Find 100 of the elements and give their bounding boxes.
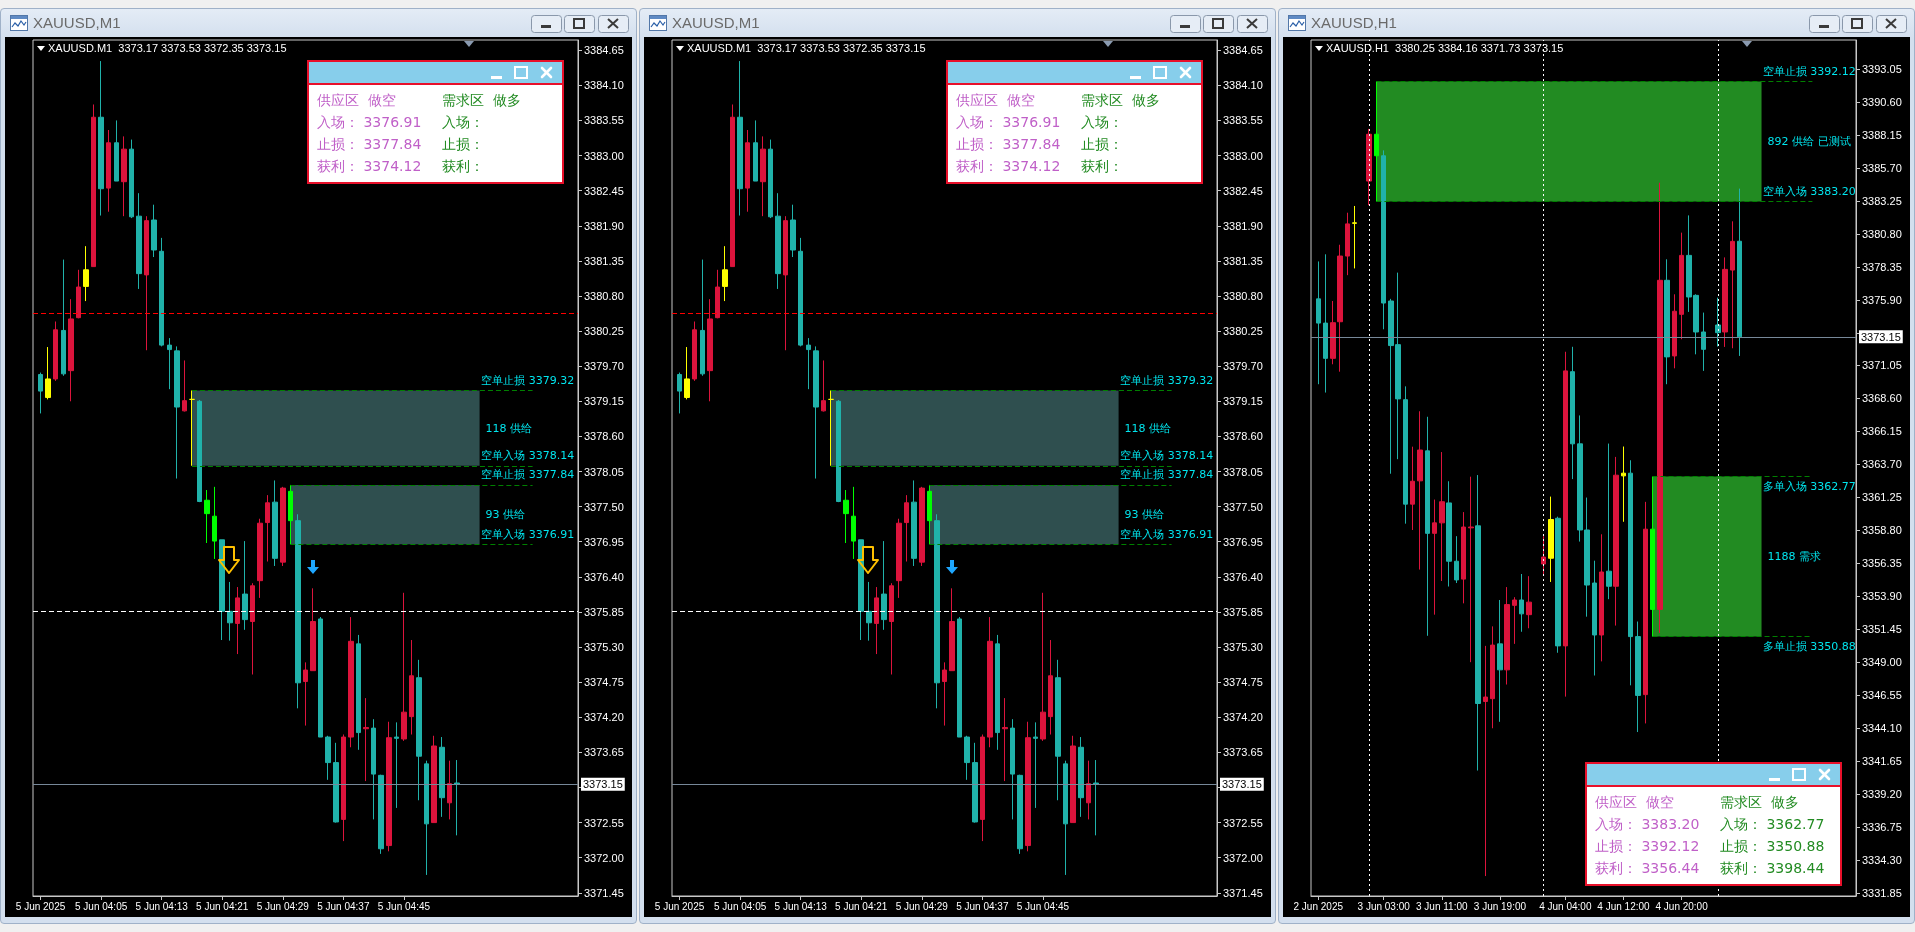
candlestick <box>1055 659 1061 801</box>
candlestick <box>1512 596 1517 645</box>
candlestick <box>1316 260 1321 385</box>
y-tick-label: 3341.65 <box>1862 754 1902 767</box>
candlestick <box>1548 496 1554 583</box>
y-tick-label: 3368.60 <box>1862 392 1902 405</box>
candlestick <box>159 237 164 347</box>
candlestick <box>692 321 697 382</box>
candlestick <box>439 736 445 818</box>
y-tick-label: 3377.50 <box>1223 500 1263 513</box>
candlestick <box>798 237 803 347</box>
candlestick <box>775 192 781 290</box>
y-tick-label: 3378.60 <box>1223 430 1263 443</box>
candlestick <box>927 484 932 545</box>
x-tick-label: 4 Jun 20:00 <box>1655 900 1709 912</box>
x-tick-label: 5 Jun 04:13 <box>135 900 189 912</box>
y-tick-label: 3382.45 <box>1223 184 1263 197</box>
candlestick <box>790 204 796 258</box>
y-tick-label: 3379.15 <box>1223 395 1263 408</box>
candlestick <box>866 581 872 642</box>
candlestick <box>1701 312 1706 372</box>
x-tick-label: 4 Jun 12:00 <box>1597 900 1651 912</box>
candlestick <box>394 721 399 809</box>
candlestick <box>1664 258 1670 385</box>
candlestick <box>424 760 429 876</box>
candlestick <box>318 616 323 738</box>
x-tick-label: 5 Jun 04:29 <box>256 900 310 912</box>
candlestick <box>995 634 1000 751</box>
y-tick-label: 3380.80 <box>1223 289 1263 302</box>
y-tick-label: 3339.20 <box>1862 787 1902 800</box>
x-tick-label: 5 Jun 04:45 <box>1016 900 1070 912</box>
y-tick-label: 3336.75 <box>1862 820 1902 833</box>
candlestick <box>1737 188 1742 357</box>
annotation: 入场： <box>442 114 484 131</box>
y-tick-label: 3379.15 <box>584 395 624 408</box>
candlestick <box>934 513 940 709</box>
candlestick <box>1628 459 1633 686</box>
candlestick <box>1672 293 1677 369</box>
candlestick <box>363 697 369 782</box>
candlestick <box>53 321 58 382</box>
y-tick-label: 3378.05 <box>584 465 624 478</box>
x-tick-label: 5 Jun 2025 <box>654 900 705 912</box>
x-tick-label: 5 Jun 04:13 <box>774 900 828 912</box>
candlestick <box>1330 300 1336 365</box>
candlestick <box>371 718 376 820</box>
y-tick-label: 3375.30 <box>584 641 624 654</box>
candlestick <box>1417 410 1423 571</box>
candlestick <box>295 513 301 709</box>
y-tick-label: 3374.20 <box>584 711 624 724</box>
candlestick <box>1570 346 1575 480</box>
y-tick-label: 3385.70 <box>1862 161 1902 174</box>
x-tick-label: 5 Jun 04:37 <box>956 900 1009 912</box>
annotation: 供应区 做空 <box>317 92 396 109</box>
candlestick <box>386 721 392 852</box>
candlestick <box>919 486 925 567</box>
annotation: 获利： <box>442 158 484 175</box>
y-tick-label: 3390.60 <box>1862 95 1902 108</box>
candlestick <box>1657 182 1663 634</box>
annotation: 入场： 3362.77 <box>1720 816 1825 833</box>
y-tick-label: 3372.00 <box>1223 851 1263 864</box>
candlestick <box>197 399 202 503</box>
candlestick <box>760 135 766 217</box>
chart-title: XAUUSD,M1 <box>672 13 760 32</box>
candlestick <box>348 616 354 748</box>
ref-line-label: 空单止损 3379.32 <box>481 373 575 387</box>
candlestick <box>280 486 286 567</box>
y-tick-label: 3383.00 <box>584 149 624 162</box>
candlestick <box>843 489 849 544</box>
candlestick <box>174 345 180 480</box>
annotation: 止损： <box>1081 136 1123 153</box>
y-tick-label: 3363.70 <box>1862 458 1902 471</box>
candlestick <box>91 103 96 268</box>
y-tick-label: 3373.65 <box>1223 746 1263 759</box>
annotation: 止损： 3377.84 <box>317 136 422 153</box>
ref-line-label: 空单止损 3379.32 <box>1120 373 1214 387</box>
candlestick <box>1563 351 1568 698</box>
y-tick-label: 3376.40 <box>584 570 624 583</box>
band-label: 1188 需求 <box>1767 550 1822 564</box>
candlestick <box>265 494 270 563</box>
candlestick <box>129 139 134 219</box>
candlestick <box>401 592 407 742</box>
candlestick <box>874 586 879 655</box>
annotation: 获利： 3374.12 <box>317 158 422 175</box>
y-tick-label: 3375.85 <box>1223 605 1263 618</box>
candlestick <box>1374 80 1379 203</box>
annotation: 入场： <box>1081 114 1123 131</box>
candlestick <box>768 139 773 219</box>
candlestick <box>684 346 690 400</box>
band-label: 93 供给 <box>1124 508 1165 522</box>
y-tick-label: 3374.20 <box>1223 711 1263 724</box>
candlestick <box>272 479 278 567</box>
candlestick <box>182 359 187 413</box>
candlestick <box>76 269 81 319</box>
candlestick <box>1519 573 1524 633</box>
y-tick-label: 3374.75 <box>584 676 624 689</box>
candlestick <box>1475 474 1481 772</box>
ref-line-label: 3373.15 <box>583 778 623 791</box>
x-tick-label: 3 Jun 19:00 <box>1473 900 1527 912</box>
candlestick <box>1403 385 1408 525</box>
y-tick-label: 3388.15 <box>1862 128 1902 141</box>
